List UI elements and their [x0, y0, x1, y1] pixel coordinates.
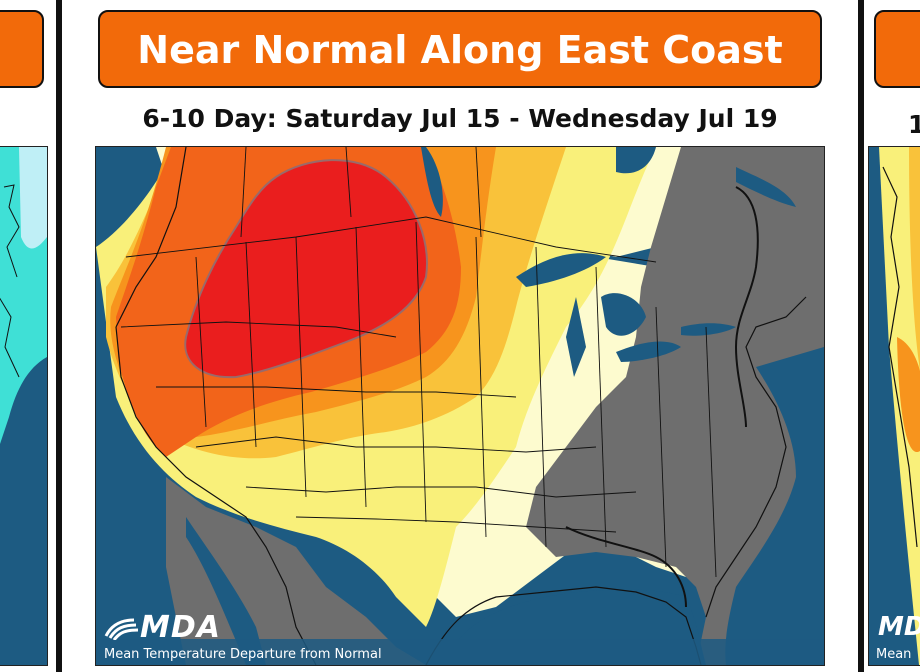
state-boundaries [120, 147, 717, 578]
right-panel-banner [874, 10, 920, 88]
right-panel-subtitle: 1 [908, 110, 920, 139]
coastline [115, 147, 807, 665]
contour-line [734, 186, 759, 428]
right-panel-caption: Mean [876, 647, 912, 662]
mda-logo-icon [104, 618, 138, 640]
lake-erie [616, 341, 681, 362]
forecast-period: 6-10 Day: Saturday Jul 15 - Wednesday Ju… [142, 104, 778, 133]
near-normal-region [526, 147, 824, 665]
right-panel-divider [858, 0, 864, 672]
right-map-graphic [879, 147, 920, 665]
right-panel-logo: MDA [878, 612, 920, 642]
us-map-graphic [96, 147, 824, 665]
left-panel-divider [56, 0, 62, 672]
lake-superior [516, 253, 606, 287]
forecast-headline: Near Normal Along East Coast [98, 10, 822, 88]
temperature-departure-map [95, 146, 825, 666]
mda-logo: MDA [140, 610, 221, 645]
map-caption: Mean Temperature Departure from Normal [104, 647, 382, 662]
left-panel-banner [0, 10, 44, 88]
left-panel-map [0, 146, 48, 666]
lake-michigan [566, 297, 586, 377]
left-map-graphic [0, 147, 47, 444]
lake-ontario [681, 323, 736, 336]
right-panel-map [868, 146, 920, 666]
lake-huron [601, 293, 646, 336]
